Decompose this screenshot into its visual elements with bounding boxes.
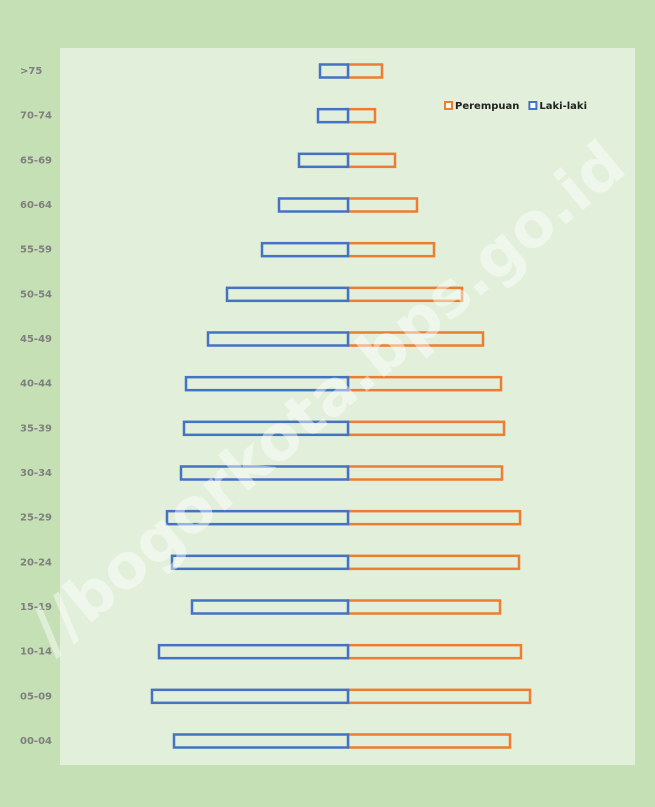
bar <box>346 465 504 481</box>
category-label: 10-14 <box>20 647 52 658</box>
category-label: >75 <box>20 66 42 77</box>
bar <box>346 420 506 437</box>
bar <box>225 286 350 303</box>
bar <box>346 197 419 213</box>
bar <box>346 643 523 660</box>
bar <box>346 688 532 705</box>
legend-label: Perempuan <box>455 101 519 112</box>
bar <box>206 331 350 347</box>
bar <box>277 197 350 213</box>
bar <box>316 107 350 124</box>
category-label: 00-04 <box>20 736 52 747</box>
bar <box>260 241 350 258</box>
category-label: 45-49 <box>20 334 52 345</box>
category-label: 15-19 <box>20 602 52 613</box>
bar <box>179 465 350 481</box>
bar <box>346 509 522 526</box>
bar <box>165 509 350 526</box>
category-label: 35-39 <box>20 423 52 434</box>
category-label: 25-29 <box>20 513 52 524</box>
bar <box>346 107 377 124</box>
category-label: 20-24 <box>20 557 52 568</box>
category-label: 70-74 <box>20 111 52 122</box>
bar <box>346 554 521 571</box>
category-label: 60-64 <box>20 200 52 211</box>
bar <box>318 63 350 79</box>
bar <box>170 554 350 571</box>
bar <box>157 643 350 660</box>
bar <box>172 733 350 749</box>
category-label: 55-59 <box>20 245 52 256</box>
category-label: 30-34 <box>20 468 52 479</box>
bar <box>150 688 350 705</box>
bar <box>190 599 350 615</box>
category-label: 05-09 <box>20 691 52 702</box>
bar <box>346 733 512 749</box>
legend-swatch <box>444 101 453 110</box>
bar <box>297 152 350 169</box>
bar <box>346 241 436 258</box>
bar <box>346 63 384 79</box>
bar <box>182 420 350 437</box>
bar <box>346 152 397 169</box>
bar <box>346 599 502 615</box>
category-label: 65-69 <box>20 155 52 166</box>
bar <box>184 375 350 392</box>
legend-label: Laki-laki <box>539 101 587 112</box>
legend-swatch <box>528 101 538 110</box>
category-label: 40-44 <box>20 379 52 390</box>
category-label: 50-54 <box>20 289 52 300</box>
